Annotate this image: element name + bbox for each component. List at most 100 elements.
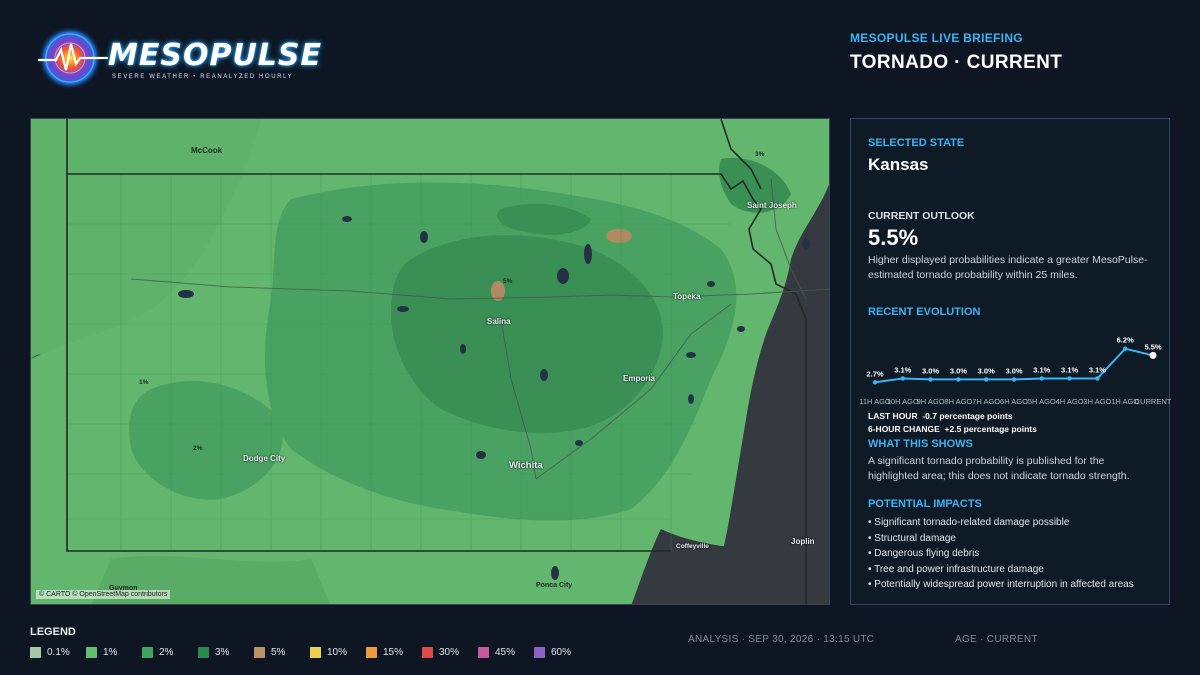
map-canvas xyxy=(31,119,829,604)
city-topeka: Topeka xyxy=(673,292,701,301)
legend-label: 10% xyxy=(327,647,348,658)
recent-evolution-heading: RECENT EVOLUTION xyxy=(868,306,981,318)
evolution-point xyxy=(928,377,933,382)
legend-swatch xyxy=(254,647,265,658)
legend-item: 15% xyxy=(366,647,422,658)
evolution-tick-label: 11H AGO xyxy=(859,397,891,406)
prob-area-3pct xyxy=(391,235,663,433)
legend-item: 60% xyxy=(534,647,590,658)
data-age: AGE · CURRENT xyxy=(955,634,1038,645)
legend-swatch xyxy=(142,647,153,658)
legend-label: 60% xyxy=(551,647,572,658)
legend-label: 2% xyxy=(159,647,174,658)
legend-label: 15% xyxy=(383,647,404,658)
last-hour-label: LAST HOUR xyxy=(868,411,918,421)
legend-item: 10% xyxy=(310,647,366,658)
legend-item: 5% xyxy=(254,647,310,658)
legend-swatch xyxy=(310,647,321,658)
legend-item: 0.1% xyxy=(30,647,86,658)
prob-area-5pct-a xyxy=(606,229,632,243)
outlook-description: Higher displayed probabilities indicate … xyxy=(868,254,1148,281)
legend-title: LEGEND xyxy=(30,626,76,638)
legend-swatch xyxy=(534,647,545,658)
page-title: TORNADO · CURRENT xyxy=(850,52,1063,73)
evolution-point xyxy=(872,380,878,385)
impacts-list: • Significant tornado-related damage pos… xyxy=(868,515,1134,593)
city-salina: Salina xyxy=(487,317,511,326)
evolution-tick-label: 9H AGO xyxy=(917,397,945,406)
impact-item: • Structural damage xyxy=(868,532,956,544)
evolution-point xyxy=(1039,376,1044,381)
evolution-tick-label: 7H AGO xyxy=(972,397,1000,406)
prob-label-west: 1% xyxy=(139,379,149,386)
evolution-data-label: 3.0% xyxy=(978,366,995,375)
evolution-data-label: 6.2% xyxy=(1117,336,1134,345)
city-ponca-city: Ponca City xyxy=(536,582,573,589)
evolution-point xyxy=(1149,351,1157,359)
city-saint-joseph: Saint Joseph xyxy=(747,201,797,210)
six-hour-value: +2.5 percentage points xyxy=(944,424,1037,434)
potential-impacts-heading: POTENTIAL IMPACTS xyxy=(868,498,982,510)
probability-map[interactable]: McCook Saint Joseph Topeka Salina Empori… xyxy=(30,118,830,605)
impact-item: • Tree and power infrastructure damage xyxy=(868,563,1044,575)
evolution-data-label: 3.0% xyxy=(950,366,967,375)
legend-item: 1% xyxy=(86,647,142,658)
city-mccook: McCook xyxy=(191,146,223,155)
evolution-point xyxy=(1011,377,1017,382)
legend-swatch xyxy=(30,647,41,658)
impact-item: • Significant tornado-related damage pos… xyxy=(868,517,1070,528)
impact-item: • Dangerous flying debris xyxy=(868,548,980,559)
logo-tagline: SEVERE WEATHER • REANALYZED HOURLY xyxy=(112,74,294,80)
evolution-tick-label: 8H AGO xyxy=(944,397,972,406)
legend-swatch xyxy=(86,647,97,658)
evolution-point xyxy=(1067,376,1072,381)
briefing-panel: SELECTED STATE Kansas CURRENT OUTLOOK 5.… xyxy=(850,118,1171,605)
highways xyxy=(130,178,829,480)
evolution-data-label: 2.7% xyxy=(866,369,883,378)
evolution-data-label: 3.0% xyxy=(922,366,939,375)
evolution-chart: 2.7% 11H AGO 3.1% 10H AGO 3.0% 9H AGO 3.0% 8H A… xyxy=(859,336,1171,406)
map-attribution[interactable]: © CARTO © OpenStreetMap contributors xyxy=(36,590,171,599)
legend-swatch xyxy=(478,647,489,658)
water-bodies xyxy=(178,216,810,580)
six-hour-label: 6-HOUR CHANGE xyxy=(868,424,940,434)
evolution-tick-label: 3H AGO xyxy=(1083,397,1111,406)
mesopulse-logo: MESOPULSE SEVERE WEATHER • REANALYZED HO… xyxy=(30,24,321,92)
legend-label: 1% xyxy=(103,647,118,658)
legend-swatch xyxy=(366,647,377,658)
legend-swatch xyxy=(422,647,433,658)
evolution-data-label: 3.0% xyxy=(1005,366,1022,375)
evolution-tick-label: CURRENT xyxy=(1135,397,1171,406)
evolution-tick-label: 5H AGO xyxy=(1028,397,1056,406)
six-hour-change: 6-HOUR CHANGE +2.5 percentage points xyxy=(868,424,1037,434)
last-hour-value: -0.7 percentage points xyxy=(922,411,1013,421)
city-emporia: Emporia xyxy=(623,374,656,383)
evolution-tick-label: 1H AGO xyxy=(1111,397,1139,406)
legend-item: 30% xyxy=(422,647,478,658)
last-hour-change: LAST HOUR -0.7 percentage points xyxy=(868,411,1013,421)
legend-label: 0.1% xyxy=(47,647,70,658)
legend-label: 3% xyxy=(215,647,230,658)
legend: 0.1% 1% 2% 3% 5% 10% 15% 30% 45% 60% xyxy=(30,647,590,658)
prob-label-nw: 3% xyxy=(755,151,765,158)
briefing-label: MESOPULSE LIVE BRIEFING xyxy=(850,31,1023,45)
logo-wordmark: MESOPULSE xyxy=(108,38,323,73)
prob-label-center: 5% xyxy=(503,278,513,285)
prob-label-sw: 2% xyxy=(193,445,203,452)
selected-state-name: Kansas xyxy=(868,155,929,174)
city-coffeyville: Coffeyville xyxy=(676,543,709,550)
city-wichita: Wichita xyxy=(509,460,543,471)
legend-label: 5% xyxy=(271,647,286,658)
analysis-timestamp: ANALYSIS · SEP 30, 2026 · 13:15 UTC xyxy=(688,634,875,645)
current-outlook-heading: CURRENT OUTLOOK xyxy=(868,210,975,222)
current-outlook-value: 5.5% xyxy=(868,225,919,250)
legend-item: 45% xyxy=(478,647,534,658)
county-grid xyxy=(66,174,731,551)
legend-item: 3% xyxy=(198,647,254,658)
city-joplin: Joplin xyxy=(791,537,815,546)
evolution-data-label: 3.1% xyxy=(1061,365,1078,374)
evolution-point xyxy=(900,376,905,381)
evolution-data-label: 3.1% xyxy=(1089,365,1106,374)
legend-item: 2% xyxy=(142,647,198,658)
evolution-point xyxy=(984,377,989,382)
